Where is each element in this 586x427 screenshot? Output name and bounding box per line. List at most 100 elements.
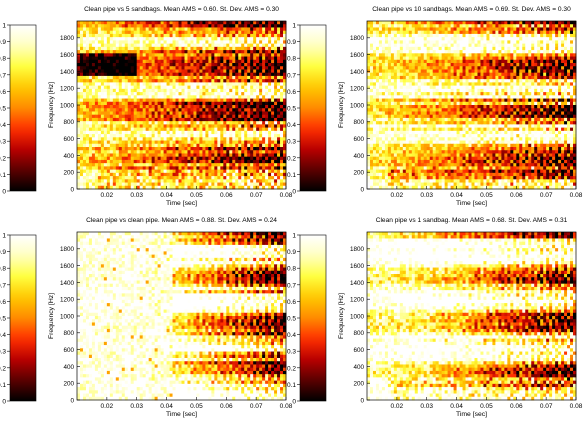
- heatmap-cell: [390, 72, 395, 77]
- heatmap-cell: [459, 21, 463, 25]
- heatmap-cell: [88, 124, 93, 129]
- heatmap-cell: [238, 121, 242, 125]
- heatmap-cell: [79, 176, 84, 180]
- heatmap-cell: [208, 98, 212, 103]
- heatmap-cell: [193, 105, 197, 109]
- heatmap-cell: [169, 88, 173, 93]
- heatmap-cell: [82, 37, 87, 41]
- heatmap-cell: [124, 185, 129, 190]
- heatmap-cell: [283, 95, 287, 99]
- heatmap-cell: [528, 21, 532, 25]
- heatmap-cell: [154, 37, 159, 41]
- heatmap-cell: [283, 114, 287, 119]
- heatmap-cell: [157, 63, 161, 67]
- heatmap-cell: [166, 72, 170, 77]
- heatmap-cell: [283, 66, 287, 70]
- heatmap-cell: [130, 40, 135, 45]
- heatmap-cell: [226, 46, 230, 51]
- heatmap-cell: [561, 59, 565, 64]
- heatmap-cell: [274, 182, 278, 187]
- heatmap-cell: [169, 27, 173, 32]
- heatmap-cell: [163, 166, 167, 171]
- heatmap-cell: [573, 37, 577, 41]
- heatmap-cell: [79, 182, 84, 187]
- heatmap-cell: [244, 179, 248, 183]
- heatmap-cell: [112, 82, 117, 87]
- heatmap-cell: [367, 27, 371, 32]
- heatmap-cell: [181, 56, 185, 61]
- heatmap-cell: [507, 72, 511, 77]
- heatmap-cell: [477, 72, 481, 77]
- heatmap-cell: [405, 53, 410, 57]
- heatmap-cell: [534, 40, 538, 45]
- heatmap-cell: [139, 27, 144, 32]
- heatmap-cell: [564, 72, 568, 77]
- heatmap-cell: [94, 30, 99, 35]
- heatmap-cell: [238, 82, 242, 87]
- heatmap-cell: [106, 169, 111, 174]
- heatmap-cell: [202, 114, 206, 119]
- heatmap-cell: [148, 134, 153, 138]
- heatmap-cell: [175, 153, 179, 158]
- heatmap-cell: [77, 163, 81, 167]
- heatmap-cell: [85, 114, 90, 119]
- heatmap-cell: [414, 63, 419, 67]
- heatmap-cell: [552, 53, 556, 57]
- heatmap-cell: [399, 66, 404, 70]
- heatmap-cell: [100, 63, 105, 67]
- heatmap-cell: [555, 46, 559, 51]
- heatmap-cell: [151, 117, 156, 122]
- heatmap-cell: [106, 114, 111, 119]
- heatmap-cell: [97, 53, 102, 57]
- heatmap-cell: [142, 43, 147, 48]
- heatmap-cell: [208, 147, 212, 151]
- heatmap-cell: [253, 75, 257, 80]
- heatmap-cell: [567, 72, 571, 77]
- heatmap-cell: [169, 121, 173, 125]
- heatmap-cell: [115, 172, 120, 177]
- heatmap-cell: [136, 30, 141, 35]
- heatmap-cell: [226, 176, 230, 180]
- heatmap-cell: [202, 101, 206, 106]
- heatmap-cell: [136, 134, 141, 138]
- heatmap-cell: [552, 43, 556, 48]
- heatmap-cell: [426, 53, 431, 57]
- heatmap-cell: [519, 53, 523, 57]
- heatmap-cell: [112, 169, 117, 174]
- heatmap-cell: [220, 127, 224, 132]
- heatmap-cell: [268, 121, 272, 125]
- heatmap-cell: [148, 40, 153, 45]
- heatmap-cell: [208, 176, 212, 180]
- heatmap-cell: [283, 75, 287, 80]
- heatmap-cell: [268, 166, 272, 171]
- heatmap-cell: [217, 85, 221, 90]
- heatmap-cell: [79, 43, 84, 48]
- heatmap-cell: [244, 105, 248, 109]
- heatmap-cell: [214, 88, 218, 93]
- heatmap-cell: [277, 79, 281, 83]
- heatmap-cell: [495, 63, 499, 67]
- heatmap-cell: [453, 56, 457, 61]
- heatmap-cell: [193, 95, 197, 99]
- heatmap-cell: [375, 63, 380, 67]
- heatmap-cell: [235, 124, 239, 129]
- heatmap-cell: [259, 53, 263, 57]
- heatmap-cell: [480, 40, 484, 45]
- heatmap-cell: [247, 172, 251, 177]
- heatmap-cell: [277, 105, 281, 109]
- heatmap-cell: [79, 59, 84, 64]
- heatmap-cell: [133, 79, 138, 83]
- heatmap-cell: [232, 166, 236, 171]
- heatmap-cell: [163, 27, 167, 32]
- heatmap-cell: [112, 114, 117, 119]
- heatmap-cell: [528, 53, 532, 57]
- heatmap-cell: [283, 63, 287, 67]
- heatmap-cell: [151, 176, 156, 180]
- heatmap-cell: [513, 33, 517, 38]
- heatmap-cell: [447, 66, 451, 70]
- heatmap-cell: [205, 159, 209, 164]
- heatmap-cell: [271, 114, 275, 119]
- heatmap-cell: [94, 92, 99, 96]
- heatmap-cell: [432, 46, 437, 51]
- heatmap-cell: [262, 137, 266, 141]
